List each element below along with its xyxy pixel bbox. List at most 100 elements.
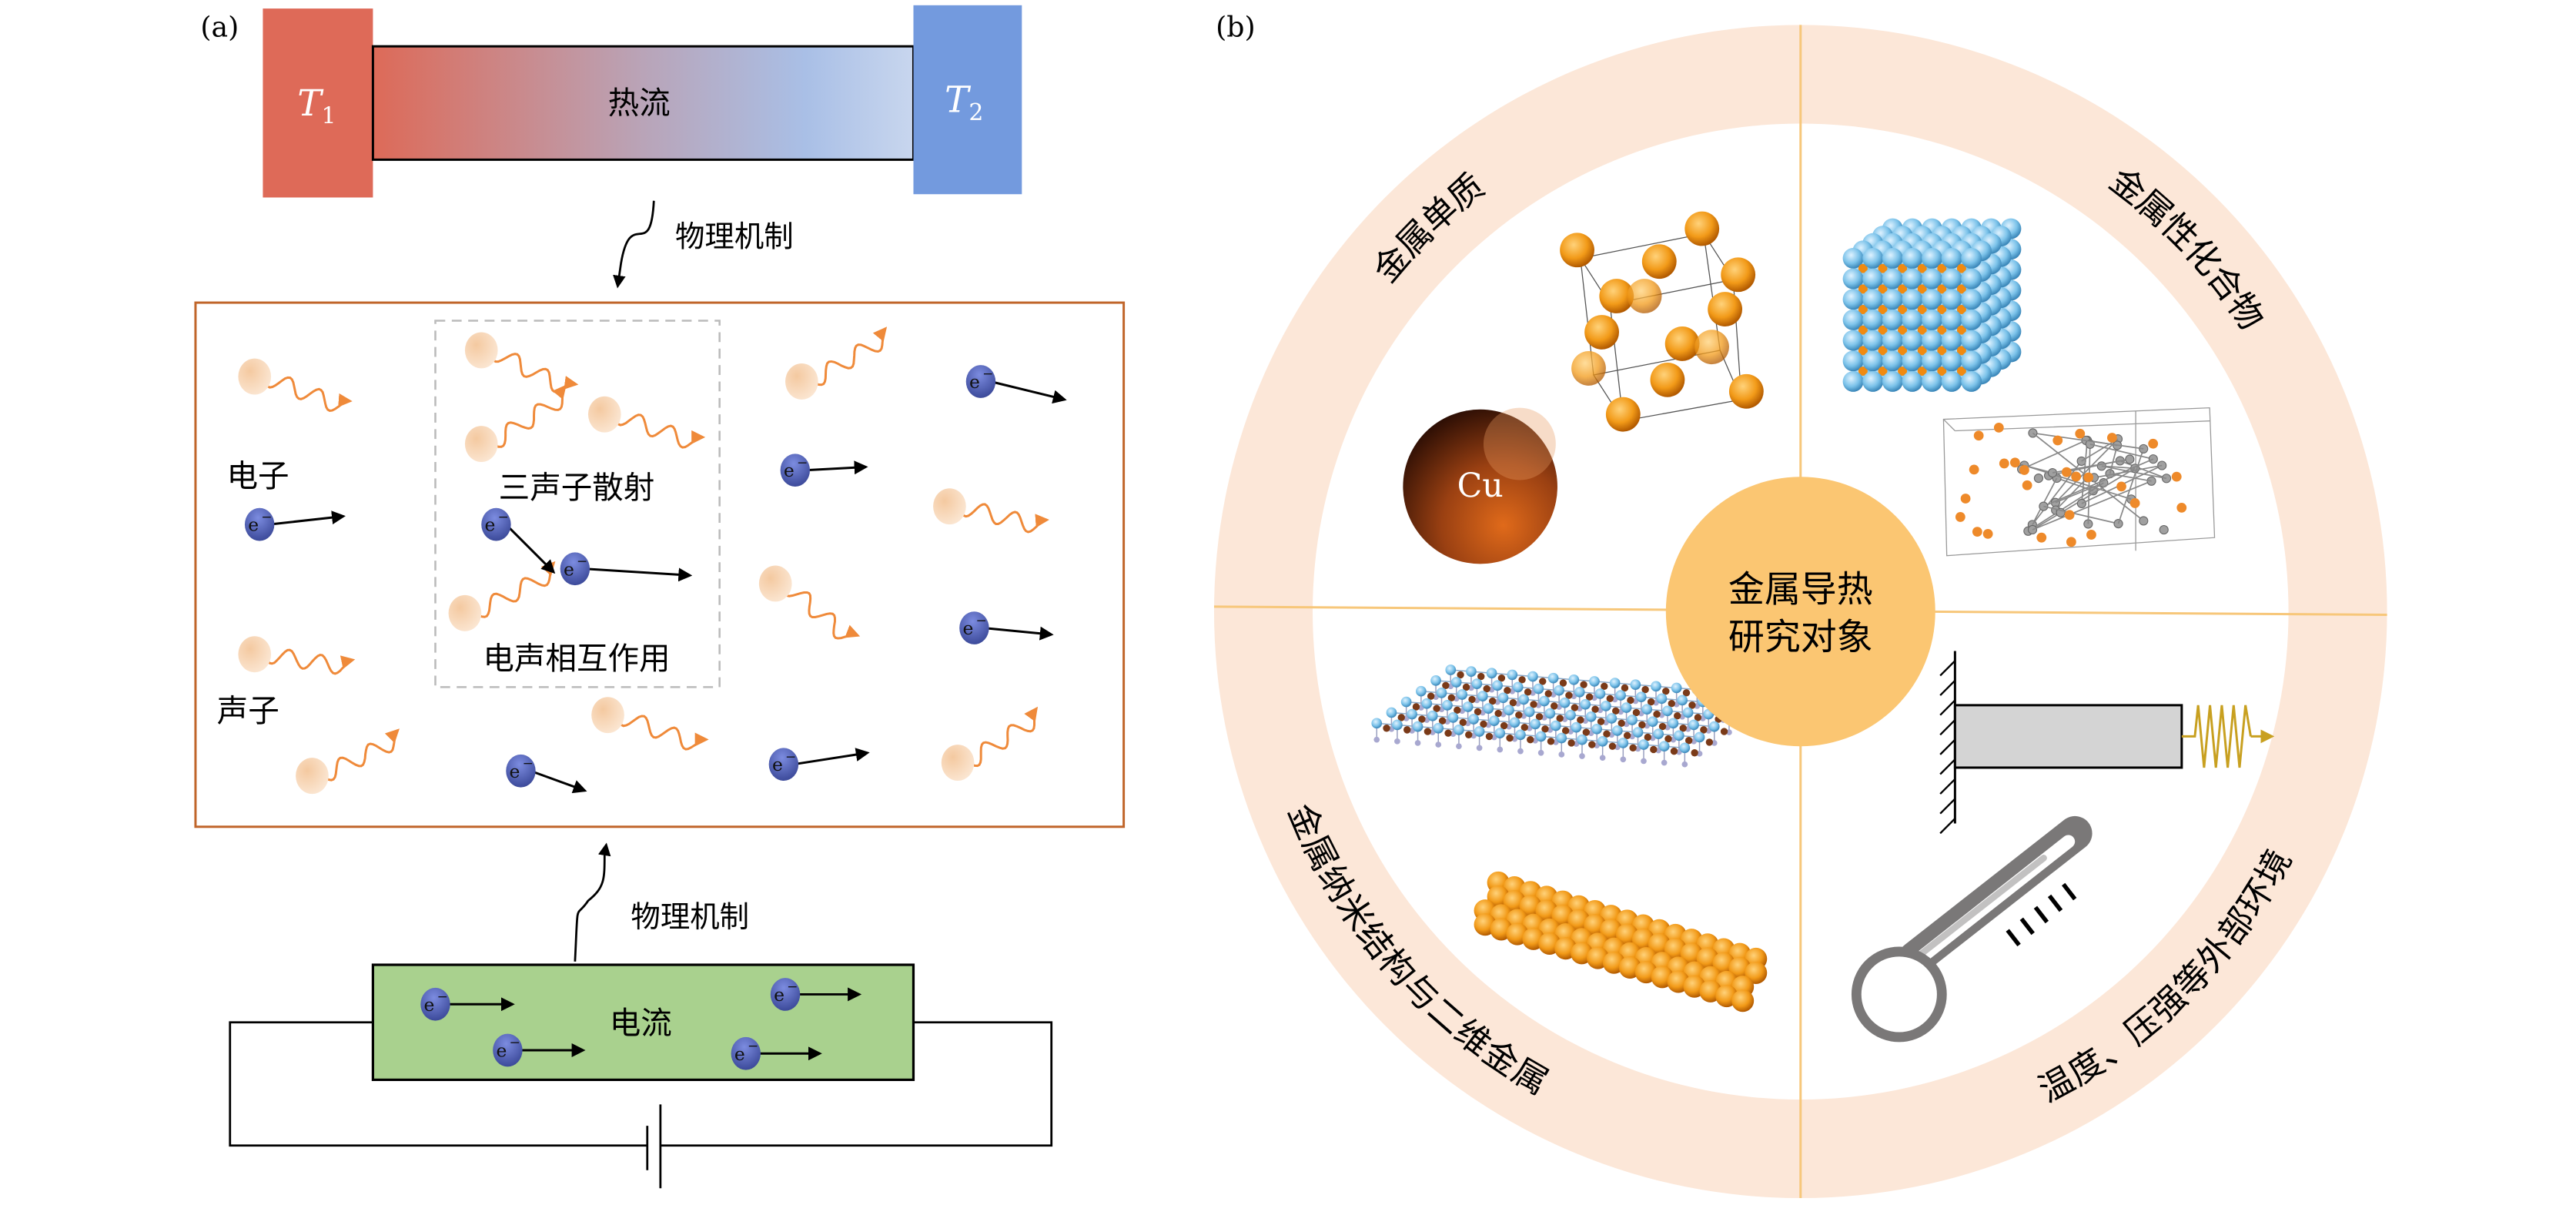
compound-atom-large [1862, 330, 1884, 351]
sheet-atom-lower [1373, 736, 1380, 743]
scattering-dashed-box [434, 320, 721, 688]
panel-b-label: (b) [1216, 10, 1256, 43]
electron-symbol: e [772, 754, 783, 775]
compound-atom-small [1898, 346, 1908, 356]
electron-charge: − [785, 749, 796, 765]
sheet-atom-metal [1509, 698, 1517, 707]
amorphous-structure-image [1942, 407, 2216, 557]
sheet-atom [1416, 685, 1427, 697]
compound-atom-large [1922, 289, 1942, 310]
electron: e − [770, 978, 862, 1011]
compound-atom-small [1937, 284, 1947, 294]
lattice-atom [1721, 257, 1756, 293]
amorphous-metal-atom [1969, 464, 1979, 475]
electron-charge: − [437, 989, 448, 1005]
sheet-atom [1454, 725, 1464, 735]
phonon [587, 396, 706, 449]
sheet-atom-lower [1435, 741, 1442, 748]
mechanism-label-bottom: 物理机制 [631, 900, 749, 935]
wall-hatch [1939, 818, 1956, 835]
compound-atom-small [1956, 367, 1966, 377]
phonon-ball [448, 594, 482, 631]
compound-atom-large [1882, 310, 1903, 330]
sheet-atom [1462, 701, 1474, 712]
sheet-atom [1442, 700, 1453, 711]
center-title-line1: 金属导热 [1728, 568, 1873, 611]
phonon [464, 332, 579, 393]
amorphous-metal-atom [1999, 458, 2009, 469]
phonon-ball [464, 332, 498, 369]
mechanism-box [194, 301, 1126, 828]
sheet-atom-metal [1608, 742, 1617, 750]
wall-hatch [1939, 719, 1956, 736]
sheet-atom-metal [1662, 688, 1670, 695]
phonon-wave-arrow [811, 326, 888, 387]
thermometer-tick [2019, 917, 2035, 936]
sheet-atom-metal [1438, 717, 1447, 725]
sheet-atom-metal [1544, 690, 1552, 698]
sheet-atom-metal [1485, 732, 1494, 741]
compound-atom-small [1878, 305, 1888, 314]
sheet-atom [1430, 675, 1441, 686]
heat-flow-bar [371, 45, 915, 161]
compound-atom-large [1862, 289, 1884, 310]
three-phonon-label: 三声子散射 [499, 469, 655, 506]
lattice-atom [1684, 211, 1720, 246]
sheet-atom-metal [1668, 700, 1675, 708]
sheet-atom [1618, 738, 1629, 748]
sheet-atom [1653, 728, 1664, 740]
phonon-wave-arrow [783, 583, 861, 640]
compound-atom-large [1922, 268, 1942, 290]
sheet-atom-metal [1459, 718, 1467, 726]
lattice-atom [1584, 315, 1619, 350]
sheet-atom [1641, 704, 1653, 715]
sheet-atom-metal [1694, 714, 1702, 721]
compound-atom-small [1937, 325, 1947, 335]
sheet-atom [1471, 678, 1483, 689]
electron-symbol: e [564, 558, 574, 580]
phonon [758, 565, 861, 640]
amorphous-bond [2032, 460, 2083, 525]
sheet-atom [1492, 680, 1503, 691]
amorphous-bond [2089, 444, 2154, 460]
compound-atom-large [1961, 247, 1982, 269]
sheet-atom [1621, 702, 1632, 713]
thermometer-tick [2062, 882, 2077, 901]
sheet-atom-metal [1483, 685, 1490, 693]
compound-atom-large [1842, 350, 1864, 372]
sheet-atom-metal [1682, 689, 1691, 697]
sheet-atom [1445, 664, 1457, 675]
sheet-atom [1524, 706, 1535, 718]
amorphous-bond [2024, 464, 2132, 500]
lattice-atom [1641, 244, 1677, 279]
electron-charge: − [510, 1036, 520, 1051]
lattice-atom [1627, 279, 1662, 313]
sheet-atom-metal [1474, 708, 1482, 716]
sheet-atom-lower [1579, 753, 1585, 759]
amorphous-metal-atom [2022, 480, 2032, 490]
panel-b: (b) 金属单质 金属性化合物 金属纳米结构与二维金属 温度、压强等外部环境 C… [1213, 10, 2387, 1199]
amorphous-bond [2081, 440, 2089, 504]
amorphous-atom [2125, 454, 2135, 464]
circuit-wire [229, 1021, 1053, 1147]
amorphous-bond [2119, 460, 2167, 480]
compound-atom-large [1842, 330, 1864, 351]
sheet-atom-metal [1462, 683, 1470, 691]
amorphous-metal-atom [2083, 472, 2094, 483]
t2-label: T2 [945, 79, 983, 127]
sheet-atom [1688, 719, 1699, 731]
sheet-atom-metal [1679, 725, 1687, 732]
compound-atom-large [1922, 371, 1942, 392]
electron-arrow [805, 460, 868, 475]
fcc-lattice-image [1560, 211, 1764, 432]
sheet-atom-metal [1597, 718, 1605, 725]
sheet-atom-metal [1612, 707, 1620, 715]
amorphous-metal-atom [2116, 481, 2126, 492]
compound-atom-small [1878, 284, 1888, 294]
compound-atom-small [1898, 284, 1908, 294]
phonon-wave-arrow [967, 706, 1039, 768]
compound-atom-small [1937, 305, 1947, 314]
amorphous-bond [2055, 438, 2119, 504]
sheet-atom-metal [1397, 714, 1405, 721]
